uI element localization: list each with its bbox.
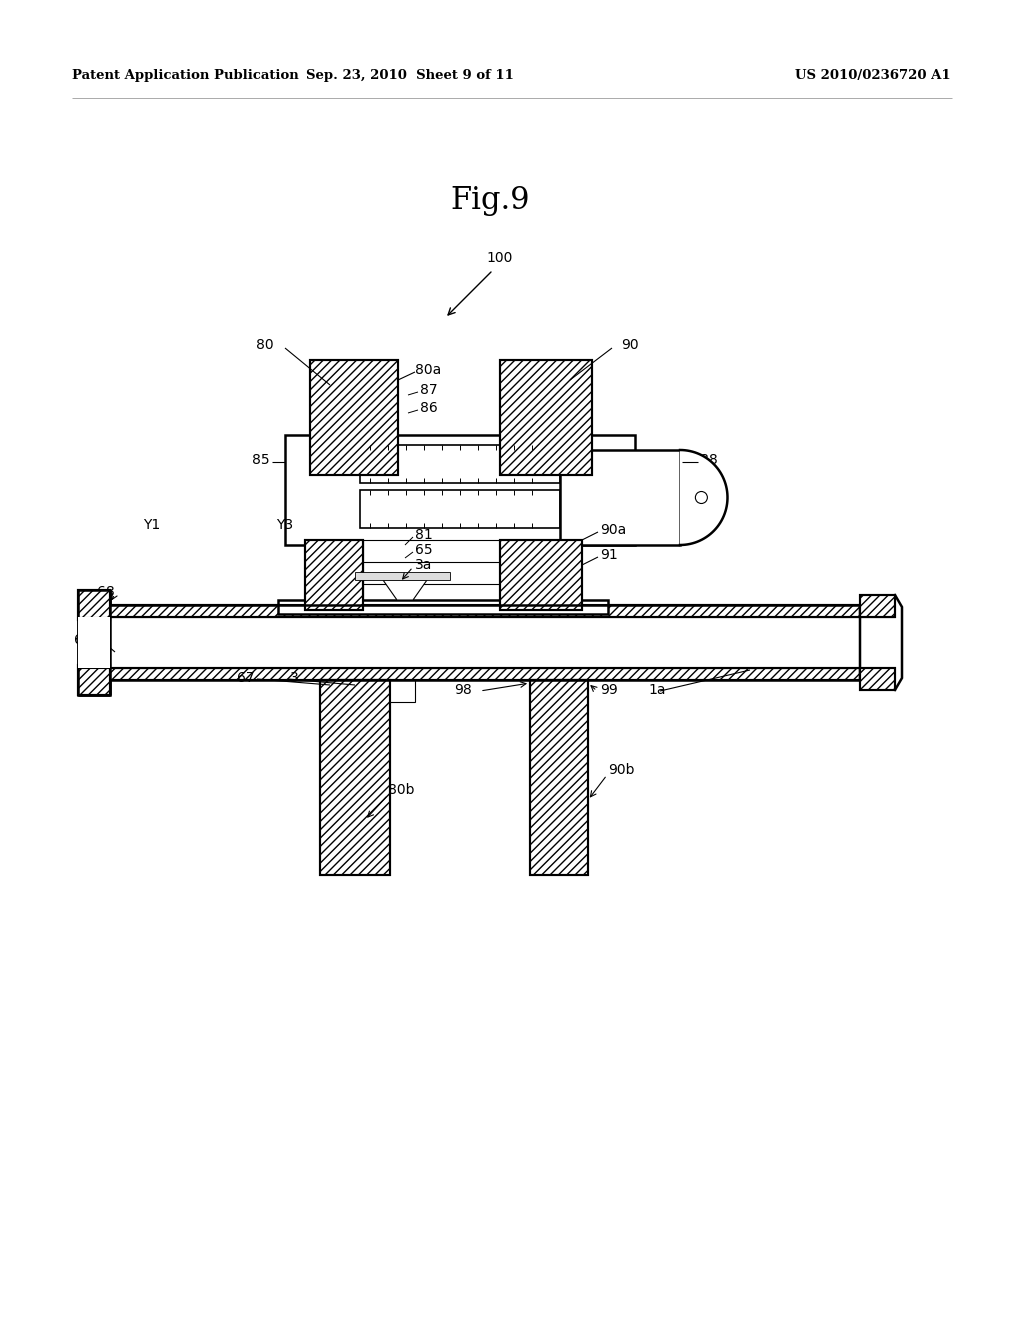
Bar [78,590,110,620]
Bar [319,680,390,875]
Text: 99: 99 [600,682,617,697]
Bar [78,665,110,696]
Text: 3: 3 [290,671,299,685]
Text: Fig.9: Fig.9 [451,185,529,215]
Text: Sep. 23, 2010  Sheet 9 of 11: Sep. 23, 2010 Sheet 9 of 11 [306,69,514,82]
Text: 90b: 90b [608,763,635,777]
Bar [305,540,362,610]
Bar [78,590,110,620]
Bar [362,540,500,610]
Text: Y3: Y3 [276,517,294,532]
Bar [530,680,588,875]
Bar [108,668,870,680]
Bar [500,540,582,610]
Text: 3a: 3a [415,558,432,572]
Text: 68a: 68a [74,634,100,647]
Bar [108,668,870,680]
Bar [530,680,588,875]
Bar [78,590,110,696]
Bar [500,360,592,475]
Text: Patent Application Publication: Patent Application Publication [72,69,299,82]
Bar [360,490,560,528]
Polygon shape [383,579,427,601]
Bar [500,360,592,475]
Bar [310,360,398,475]
Bar [860,595,895,616]
Bar [355,572,450,579]
Bar [305,540,362,610]
Bar [78,616,110,668]
Bar [860,595,895,616]
Text: 80a: 80a [415,363,441,378]
Bar [108,605,870,616]
Text: US 2010/0236720 A1: US 2010/0236720 A1 [795,69,950,82]
Text: 90: 90 [622,338,639,352]
Bar [285,436,635,545]
Text: 91: 91 [600,548,617,562]
Bar [278,601,608,614]
Text: 65: 65 [415,543,432,557]
Bar [860,668,895,690]
Text: 86: 86 [420,401,437,414]
Bar [360,445,560,483]
Bar [860,668,895,690]
Text: 67: 67 [238,671,255,685]
Text: 87: 87 [420,383,437,397]
Bar [500,540,582,610]
Text: Y1: Y1 [143,517,161,532]
Bar [390,680,415,702]
Bar [108,605,870,616]
Polygon shape [860,595,902,690]
Text: 1a: 1a [648,682,666,697]
Text: 80b: 80b [388,783,415,797]
Bar [78,665,110,696]
Text: 90a: 90a [600,523,627,537]
Text: 98: 98 [455,682,472,697]
Text: 100: 100 [486,251,513,265]
Text: 85: 85 [252,453,270,467]
Text: 68: 68 [97,585,115,599]
Text: 88: 88 [700,453,718,467]
Text: 80: 80 [256,338,273,352]
Bar [560,450,680,545]
Bar [319,680,390,875]
Text: 81: 81 [415,528,433,543]
Bar [310,360,398,475]
